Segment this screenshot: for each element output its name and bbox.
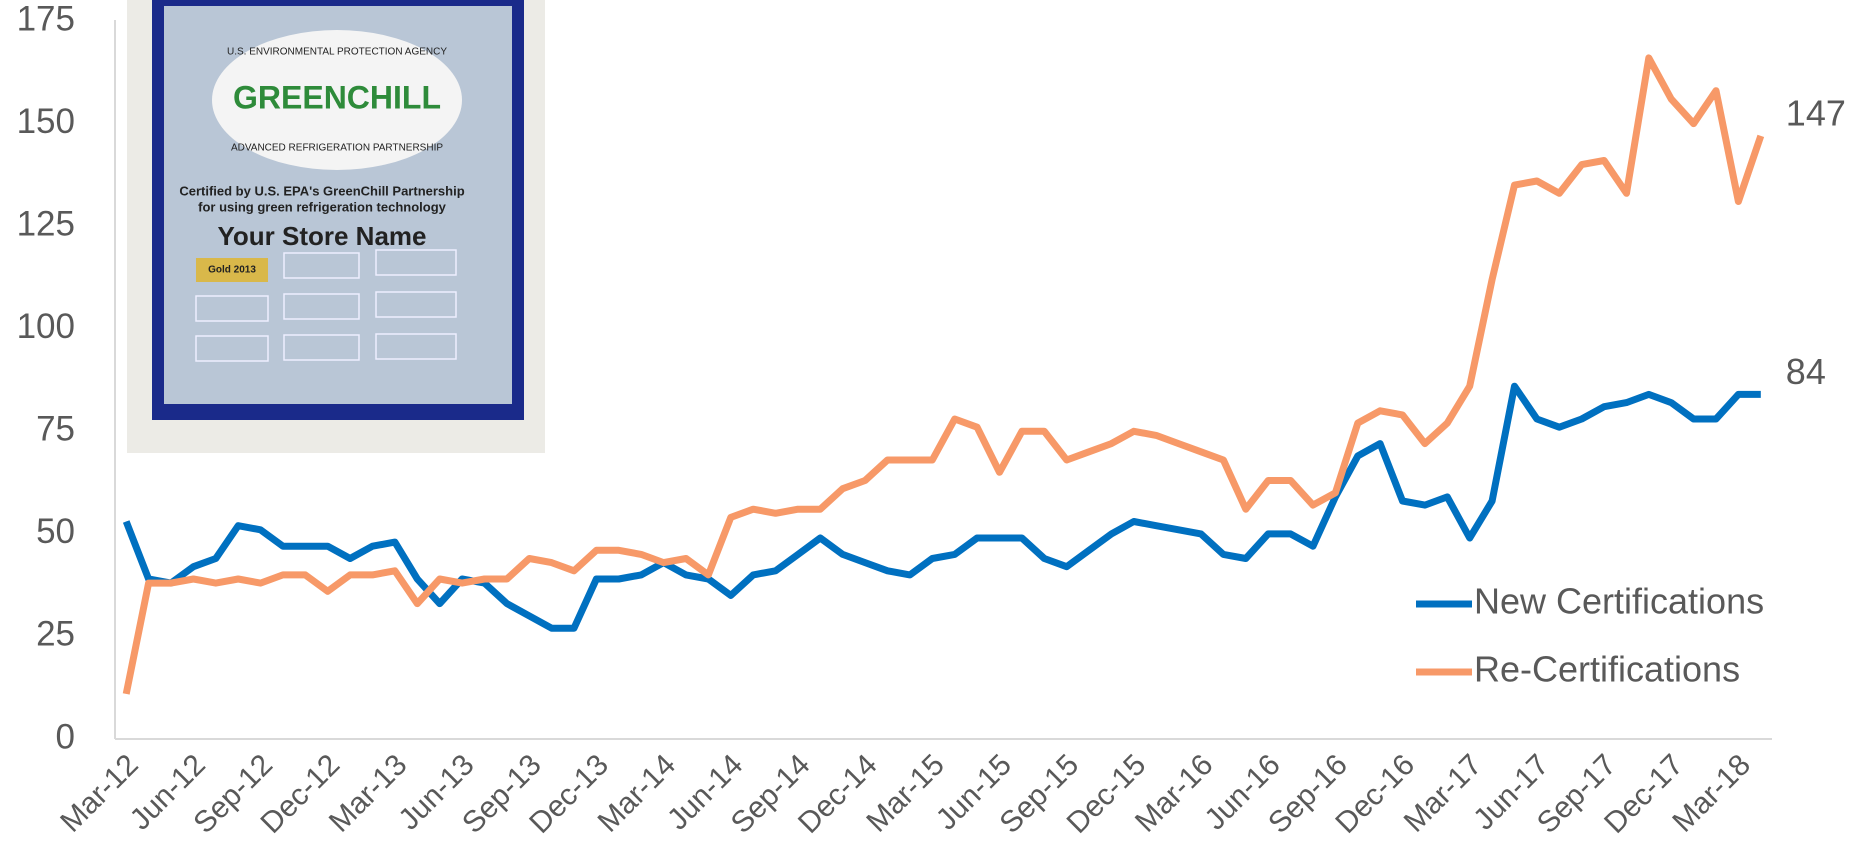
y-tick-label: 50 (36, 512, 75, 551)
y-tick-label: 100 (17, 307, 75, 346)
store-text: Your Store Name (217, 221, 426, 251)
y-tick-label: 25 (36, 615, 75, 654)
y-tick-label: 150 (17, 102, 75, 141)
y-tick-label: 175 (17, 0, 75, 38)
plaque-slots (195, 249, 457, 362)
series-line (122, 54, 1765, 695)
logo-text: GREENCHILL (233, 79, 441, 115)
legend-label: Re-Certifications (1474, 649, 1740, 690)
x-tick-label: Mar-12 (54, 748, 145, 839)
legend-label: New Certifications (1474, 581, 1764, 622)
logo-oval (212, 30, 462, 170)
agency-text: U.S. ENVIRONMENTAL PROTECTION AGENCY (227, 47, 447, 58)
badge-text: Gold 2013 (208, 265, 256, 276)
series-line (122, 382, 1761, 632)
y-tick-label: 125 (17, 204, 75, 243)
end-value-label: 147 (1786, 92, 1846, 133)
end-value-label: 84 (1786, 351, 1826, 392)
usage-text: for using green refrigeration technology (198, 199, 447, 214)
y-tick-label: 0 (56, 717, 75, 756)
y-tick-label: 75 (36, 410, 75, 449)
plaque-photo: U.S. ENVIRONMENTAL PROTECTION AGENCY GRE… (127, 0, 545, 453)
badge (196, 258, 268, 282)
partnership-text: ADVANCED REFRIGERATION PARTNERSHIP (231, 143, 443, 154)
certified-text: Certified by U.S. EPA's GreenChill Partn… (179, 183, 464, 198)
